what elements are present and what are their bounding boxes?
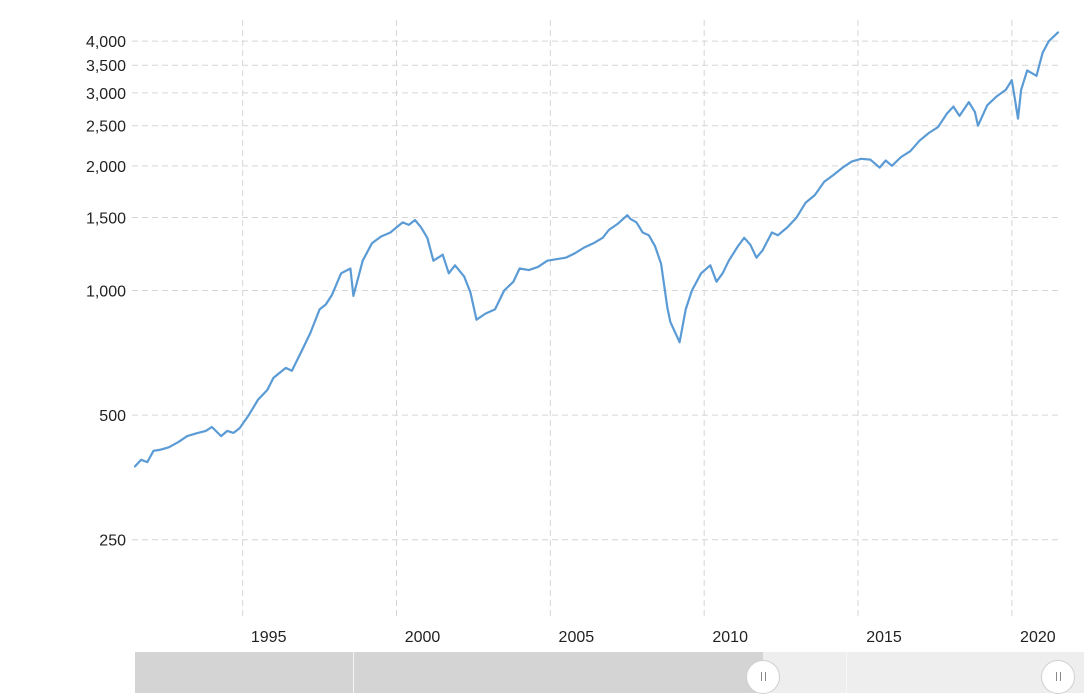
x-tick-label: 1995 xyxy=(251,629,287,646)
horizontal-gridlines xyxy=(132,40,1058,541)
line-chart: 250 500 1,000 1,500 2,000 2,500 3,000 3,500 4,00… xyxy=(86,20,1060,646)
series-group xyxy=(133,31,1060,468)
x-tick-label: 2010 xyxy=(712,629,748,646)
x-tick-label: 2015 xyxy=(866,629,902,646)
y-tick-label: 3,500 xyxy=(86,58,126,75)
y-tick-label: 1,000 xyxy=(86,283,126,300)
y-tick-label: 500 xyxy=(99,408,126,425)
navigator-left-handle[interactable] xyxy=(746,660,780,694)
y-tick-label: 4,000 xyxy=(86,34,126,51)
x-tick-label: 2005 xyxy=(559,629,595,646)
range-navigator[interactable] xyxy=(135,652,1084,694)
series-line xyxy=(133,31,1060,468)
y-tick-label: 1,500 xyxy=(86,211,126,228)
x-axis-tick-labels: 1995 2000 2005 2010 2015 2020 xyxy=(251,629,1056,646)
y-tick-label: 250 xyxy=(99,533,126,550)
y-tick-label: 2,000 xyxy=(86,159,126,176)
navigator-divider xyxy=(353,652,354,693)
y-tick-label: 2,500 xyxy=(86,119,126,136)
x-tick-label: 2020 xyxy=(1020,629,1056,646)
navigator-right-handle[interactable] xyxy=(1041,660,1075,694)
y-axis-tick-labels: 250 500 1,000 1,500 2,000 2,500 3,000 3,500 4,00… xyxy=(86,34,126,550)
x-tick-label: 2000 xyxy=(405,629,441,646)
navigator-selected-range[interactable] xyxy=(135,652,763,693)
navigator-divider xyxy=(846,652,847,693)
vertical-gridlines xyxy=(242,20,1013,620)
y-tick-label: 3,000 xyxy=(86,86,126,103)
